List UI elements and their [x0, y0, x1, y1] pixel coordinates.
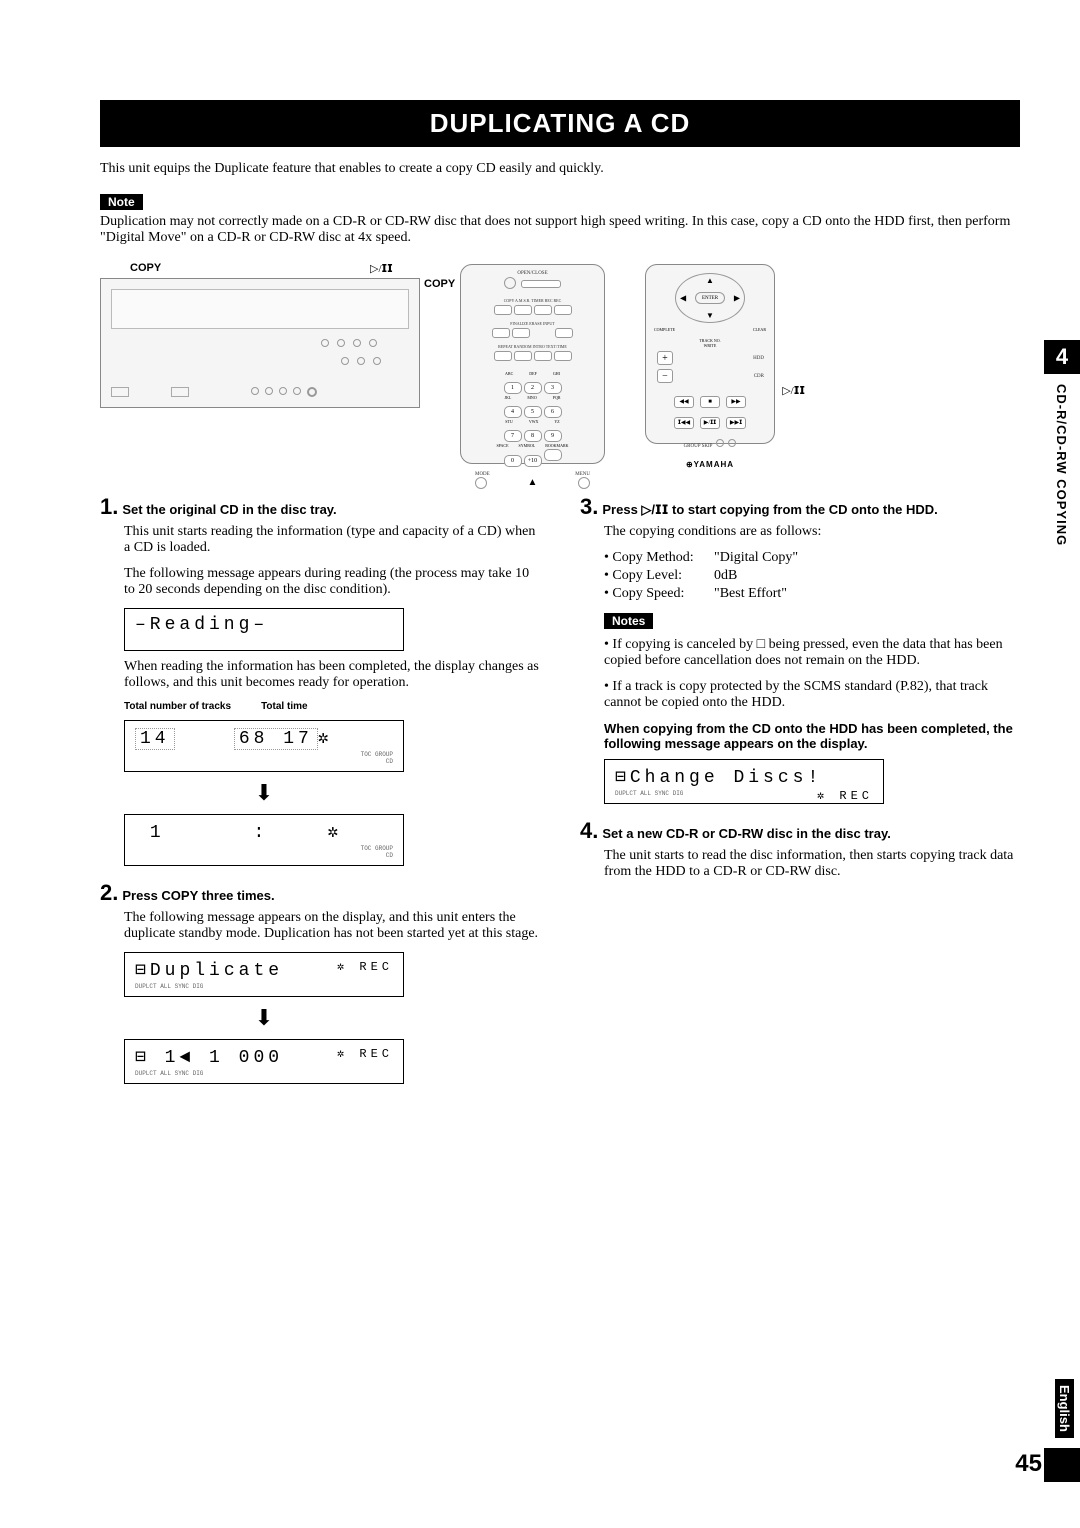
step-3: 3. Press ▷/𝗜𝗜 to start copying from the …: [580, 494, 1020, 804]
yamaha-logo: ⊕YAMAHA: [650, 460, 770, 469]
lcd-reading: –Reading–: [124, 608, 404, 651]
arrow-down-icon: ⬇: [124, 780, 404, 806]
side-tab: 4 CD-R/CD-RW COPYING: [1044, 340, 1080, 546]
page-marker: [1044, 1448, 1080, 1482]
lcd-change-disc: ⊟Change Discs!✲ REC DUPLCT ALL SYNC DIG: [604, 759, 884, 804]
lcd-dup-track: ⊟ 1◄ 1 000✲ REC DUPLCT ALL SYNC DIG: [124, 1039, 404, 1084]
notes-label: Notes: [604, 613, 653, 629]
device-remote-2: ENTER ▲ ▼ ◀ ▶ COMPLETECLEAR TRACK NO.WRI…: [645, 264, 775, 444]
right-column: 3. Press ▷/𝗜𝗜 to start copying from the …: [580, 494, 1020, 1092]
section-title: CD-R/CD-RW COPYING: [1054, 384, 1069, 546]
note-text: Duplication may not correctly made on a …: [100, 214, 1020, 246]
intro-text: This unit equips the Duplicate feature t…: [100, 161, 1020, 177]
chapter-number: 4: [1044, 340, 1080, 374]
copy-label-remote: COPY: [424, 278, 455, 290]
device-remote-1: OPEN/CLOSE COPY A.M.S.R. TIMER REC REC F…: [460, 264, 605, 464]
note-label: Note: [100, 194, 143, 210]
language-label: English: [1055, 1379, 1074, 1438]
step-2: 2. Press COPY three times. The following…: [100, 880, 540, 1084]
copy-label-main: COPY: [130, 262, 161, 274]
lcd-tracks-1: 14 68 17✲ TOC GROUPCD: [124, 720, 404, 772]
step-4: 4. Set a new CD-R or CD-RW disc in the d…: [580, 818, 1020, 880]
play-label-main: ▷/𝗜𝗜: [370, 262, 393, 275]
page-number: 45: [1015, 1450, 1042, 1478]
arrow-down-icon: ⬇: [124, 1005, 404, 1031]
play-label-remote: ▷/𝗜𝗜: [782, 384, 805, 397]
step-1: 1. Set the original CD in the disc tray.…: [100, 494, 540, 866]
lcd-tracks-2: 1 : ✲ TOC GROUPCD: [124, 814, 404, 866]
page-title: DUPLICATING A CD: [100, 100, 1020, 147]
remote-enter: ENTER: [695, 292, 725, 304]
device-illustrations: COPY ▷/𝗜𝗜: [100, 264, 1020, 464]
left-column: 1. Set the original CD in the disc tray.…: [100, 494, 540, 1092]
lcd-duplicate: ⊟Duplicate✲ REC DUPLCT ALL SYNC DIG: [124, 952, 404, 997]
device-main-unit: [100, 278, 420, 408]
